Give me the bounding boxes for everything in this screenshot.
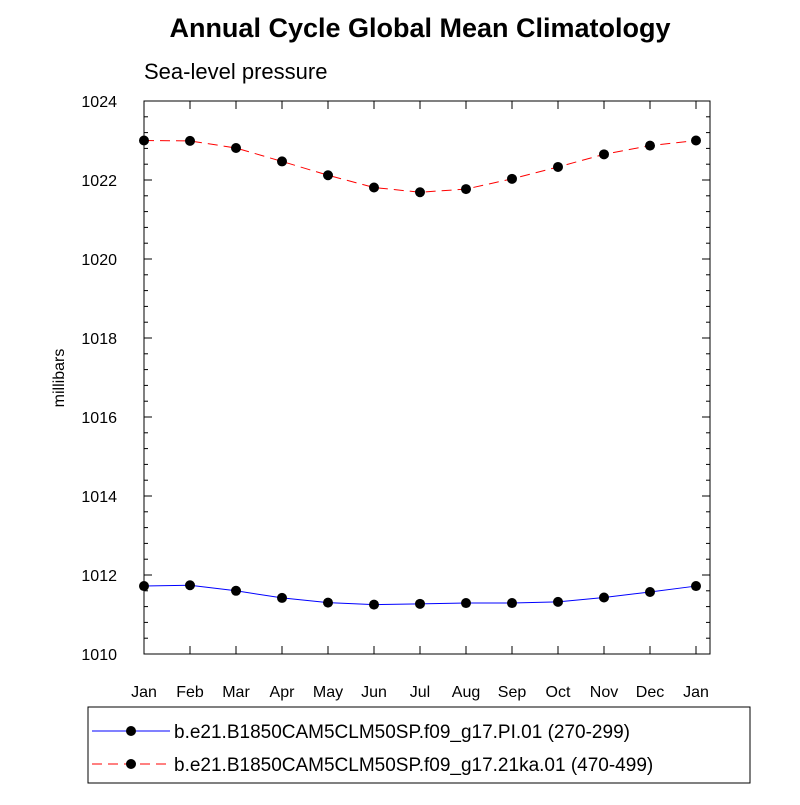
legend-marker-21ka [126,759,136,769]
data-point [277,592,287,603]
x-tick-label: Jan [131,684,157,701]
series-0 [139,580,701,610]
data-point [323,170,333,181]
x-tick-label: Jun [361,684,387,701]
data-point [553,161,563,172]
chart-subtitle: Sea-level pressure [144,59,327,84]
legend-frame [87,706,751,784]
data-point [599,149,609,160]
data-point [599,592,609,603]
legend-label-21ka: b.e21.B1850CAM5CLM50SP.f09_g17.21ka.01 (… [174,755,653,776]
x-tick-label: Nov [590,684,618,701]
x-tick-label: Mar [222,684,250,701]
plot-frame [143,100,711,655]
data-point [231,143,241,154]
x-tick-label: Sep [498,684,527,701]
x-tick-label: Oct [546,684,571,701]
data-point [645,586,655,597]
data-point [369,182,379,193]
x-tick-label: Apr [270,684,296,701]
y-tick-label: 1022 [81,173,117,190]
x-tick-label: Jul [410,684,430,701]
data-point [691,135,701,146]
data-point [231,585,241,596]
data-point [691,581,701,592]
plot-area [143,100,711,655]
legend: b.e21.B1850CAM5CLM50SP.f09_g17.PI.01 (27… [87,706,751,784]
y-tick-label: 1016 [81,410,117,427]
legend-label-pi: b.e21.B1850CAM5CLM50SP.f09_g17.PI.01 (27… [174,722,630,743]
series-1 [139,135,701,198]
series-line-1 [143,140,697,193]
data-series [139,135,701,610]
y-tick-label: 1014 [81,489,117,506]
data-point [415,187,425,198]
data-point [645,140,655,151]
y-tick-label: 1012 [81,568,117,585]
y-tick-label: 1018 [81,331,117,348]
x-tick-label: May [313,684,343,701]
data-point [415,598,425,609]
x-tick-label: Feb [176,684,204,701]
x-tick-label: Dec [636,684,664,701]
legend-item-pi: b.e21.B1850CAM5CLM50SP.f09_g17.PI.01 (27… [92,722,630,743]
y-tick-label: 1024 [81,94,117,111]
data-point [277,156,287,167]
data-point [185,580,195,591]
x-tick-label: Aug [452,684,480,701]
x-tick-label: Jan [683,684,709,701]
chart-title: Annual Cycle Global Mean Climatology [169,13,670,43]
axis-ticks: 1010 1012 1014 1016 1018 1020 1022 1024 Jan Feb Ma… [81,94,710,701]
data-point [507,173,517,184]
data-point [461,598,471,609]
y-tick-label: 1010 [81,647,117,664]
data-point [461,184,471,195]
data-point [323,597,333,608]
data-point [185,135,195,146]
legend-marker-pi [126,726,136,736]
data-point [507,598,517,609]
y-axis-label: millibars [51,349,68,408]
data-point [553,596,563,607]
y-tick-label: 1020 [81,252,117,269]
data-point [139,581,149,592]
legend-item-21ka: b.e21.B1850CAM5CLM50SP.f09_g17.21ka.01 (… [92,755,653,776]
data-point [139,135,149,146]
data-point [369,599,379,610]
